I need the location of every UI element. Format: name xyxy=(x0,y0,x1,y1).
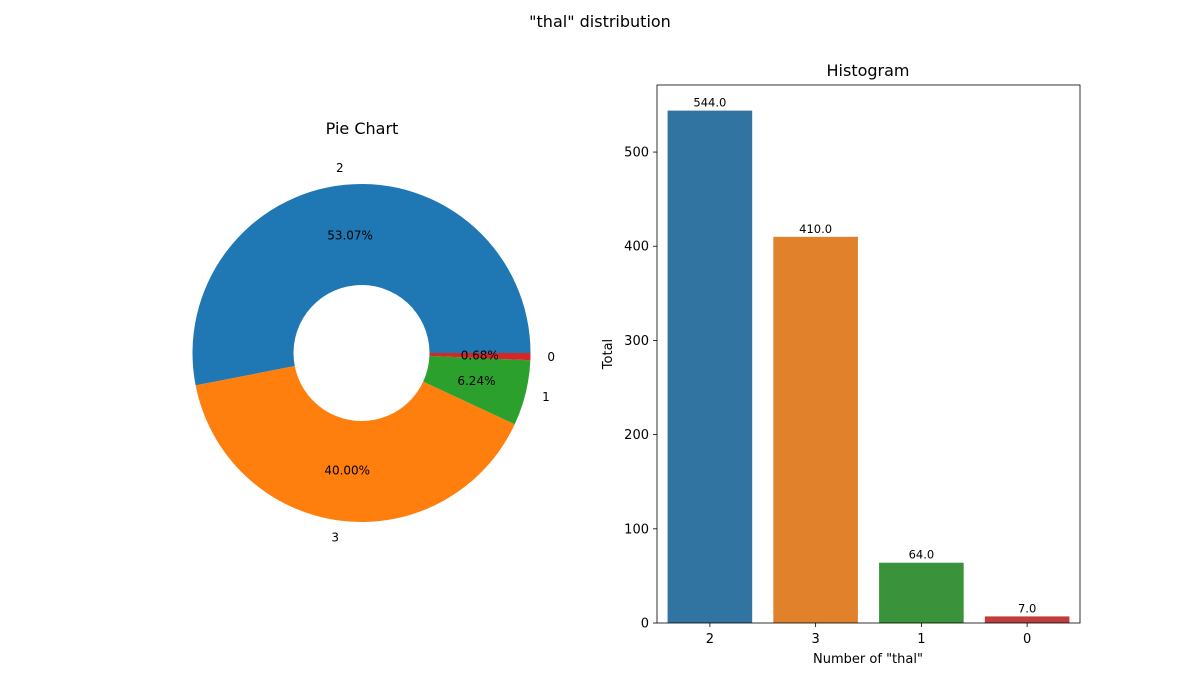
bar-value-label: 7.0 xyxy=(1018,601,1036,615)
y-tick-label: 500 xyxy=(624,146,649,161)
pie-category-label: 1 xyxy=(542,390,550,404)
y-tick-label: 400 xyxy=(624,240,649,255)
x-tick-label: 1 xyxy=(917,632,925,647)
pie-slice-2 xyxy=(192,184,531,386)
pie-chart-title: Pie Chart xyxy=(326,119,399,138)
x-tick-label: 0 xyxy=(1023,632,1031,647)
x-tick-label: 3 xyxy=(811,632,819,647)
bar-1 xyxy=(879,562,964,623)
y-tick-label: 100 xyxy=(624,522,649,537)
pie-slice-1 xyxy=(423,355,531,425)
bar-value-label: 64.0 xyxy=(909,548,935,562)
plot-frame xyxy=(656,84,1081,624)
bar-2 xyxy=(667,110,753,624)
pie-slice-0 xyxy=(429,353,531,361)
x-tick-label: 2 xyxy=(706,632,714,647)
bar-chart: Histogram Number of "thal" Total 544.0 2 4… xyxy=(601,61,1081,667)
y-axis-label: Total xyxy=(601,339,616,370)
bar-chart-title: Histogram xyxy=(827,61,910,80)
figure-title: "thal" distribution xyxy=(529,12,671,31)
bar-value-label: 410.0 xyxy=(799,222,832,236)
pie-category-label: 2 xyxy=(336,161,344,175)
pie-percent-label: 40.00% xyxy=(324,463,370,477)
pie-percent-label: 53.07% xyxy=(327,228,373,242)
pie-slice-3 xyxy=(195,366,515,523)
pie-percent-label: 0.68% xyxy=(461,349,499,363)
bar-0 xyxy=(984,616,1070,623)
bar-3 xyxy=(773,236,858,623)
y-tick-label: 300 xyxy=(624,334,649,349)
pie-chart: Pie Chart 2 53.07% 3 40.00% 1 6.24% 0 0.68% xyxy=(192,119,555,545)
pie-category-label: 3 xyxy=(331,531,339,545)
y-tick-label: 200 xyxy=(624,428,649,443)
pie-category-label: 0 xyxy=(547,350,555,364)
x-axis-label: Number of "thal" xyxy=(813,652,923,667)
pie-percent-label: 6.24% xyxy=(457,374,495,388)
y-tick-label: 0 xyxy=(641,617,649,632)
bar-value-label: 544.0 xyxy=(693,96,726,110)
